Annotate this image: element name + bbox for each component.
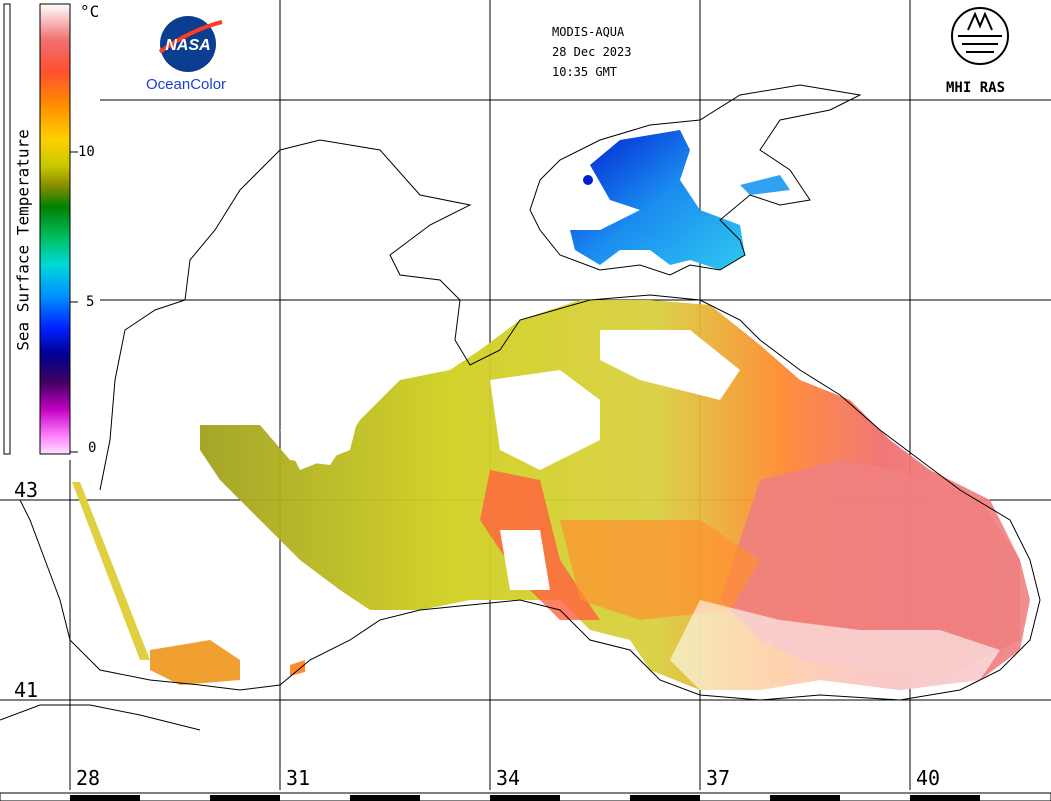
coastline	[0, 84, 1041, 731]
oceancolor-label: OceanColor	[146, 76, 227, 93]
lat-label-41: 41	[14, 678, 39, 702]
mhi-logo	[951, 7, 1009, 65]
colorbar-tick-10: 10	[78, 144, 95, 160]
mhi-label: MHI RAS	[946, 80, 1006, 96]
colorbar	[3, 3, 78, 455]
colorbar-title: Sea Surface Temperature	[13, 129, 33, 351]
sensor-name: MODIS-AQUA	[552, 25, 625, 39]
colorbar-unit: °C	[80, 2, 100, 21]
bottom-scale	[0, 792, 1051, 801]
lon-label-37: 37	[706, 766, 731, 790]
lon-label-34: 34	[496, 766, 521, 790]
acquisition-time: 10:35 GMT	[552, 65, 618, 79]
sst-field	[72, 300, 1030, 690]
lat-label-43: 43	[14, 478, 39, 502]
nasa-text: NASA	[165, 37, 210, 54]
nasa-logo: NASA	[158, 16, 223, 72]
colorbar-tick-0: 0	[88, 440, 97, 456]
colorbar-tick-5: 5	[86, 294, 95, 310]
acquisition-date: 28 Dec 2023	[552, 45, 632, 59]
lon-label-31: 31	[286, 766, 311, 790]
lon-label-28: 28	[76, 766, 101, 790]
azov-sea	[570, 130, 790, 270]
lon-label-40: 40	[916, 766, 941, 790]
